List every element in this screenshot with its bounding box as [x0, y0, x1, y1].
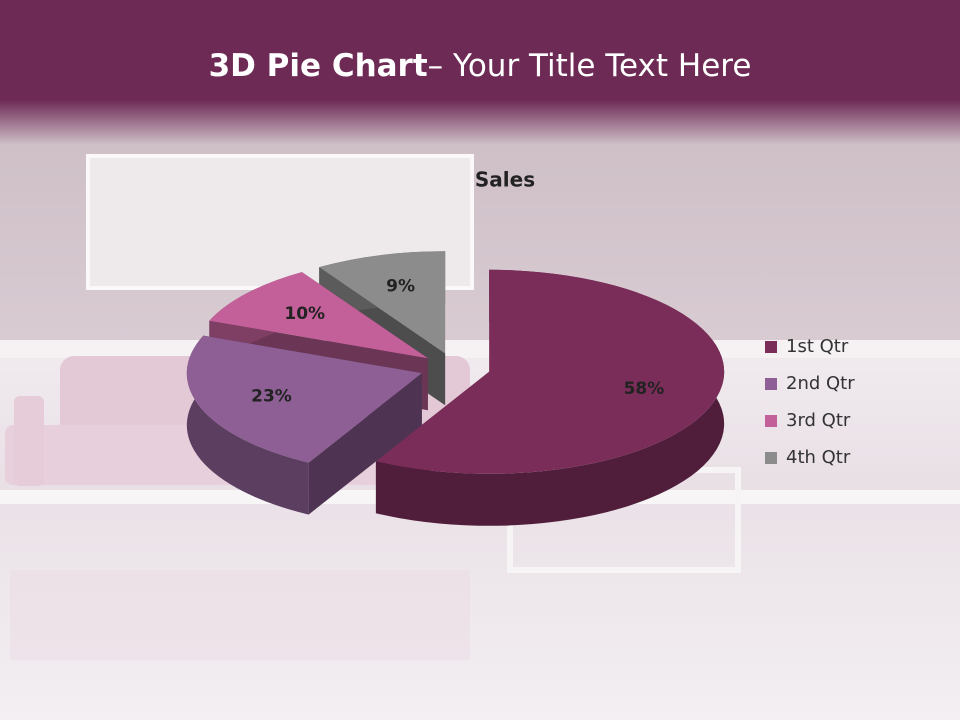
- data-label: 10%: [284, 304, 325, 324]
- slice: [319, 251, 446, 354]
- title-rest: – Your Title Text Here: [427, 48, 752, 84]
- data-label: 58%: [624, 379, 665, 399]
- legend-swatch: [765, 378, 777, 390]
- sofa-arm: [14, 396, 44, 486]
- data-label: 23%: [251, 387, 292, 407]
- legend-label: 1st Qtr: [786, 336, 849, 357]
- legend-label: 2nd Qtr: [786, 373, 855, 394]
- legend-swatch: [765, 452, 777, 464]
- legend-swatch: [765, 415, 777, 427]
- slide-title: 3D Pie Chart– Your Title Text Here: [0, 48, 960, 84]
- data-label: 9%: [386, 277, 415, 297]
- sofa-reflection: [10, 570, 470, 660]
- legend-label: 4th Qtr: [786, 447, 851, 468]
- title-bold: 3D Pie Chart: [208, 48, 428, 84]
- slice: [186, 335, 422, 463]
- slice: [375, 269, 725, 474]
- legend-swatch: [765, 341, 777, 353]
- chart-title: Sales: [475, 168, 535, 192]
- legend-label: 3rd Qtr: [786, 410, 851, 431]
- slice: [209, 272, 428, 359]
- slice-side: [186, 335, 309, 515]
